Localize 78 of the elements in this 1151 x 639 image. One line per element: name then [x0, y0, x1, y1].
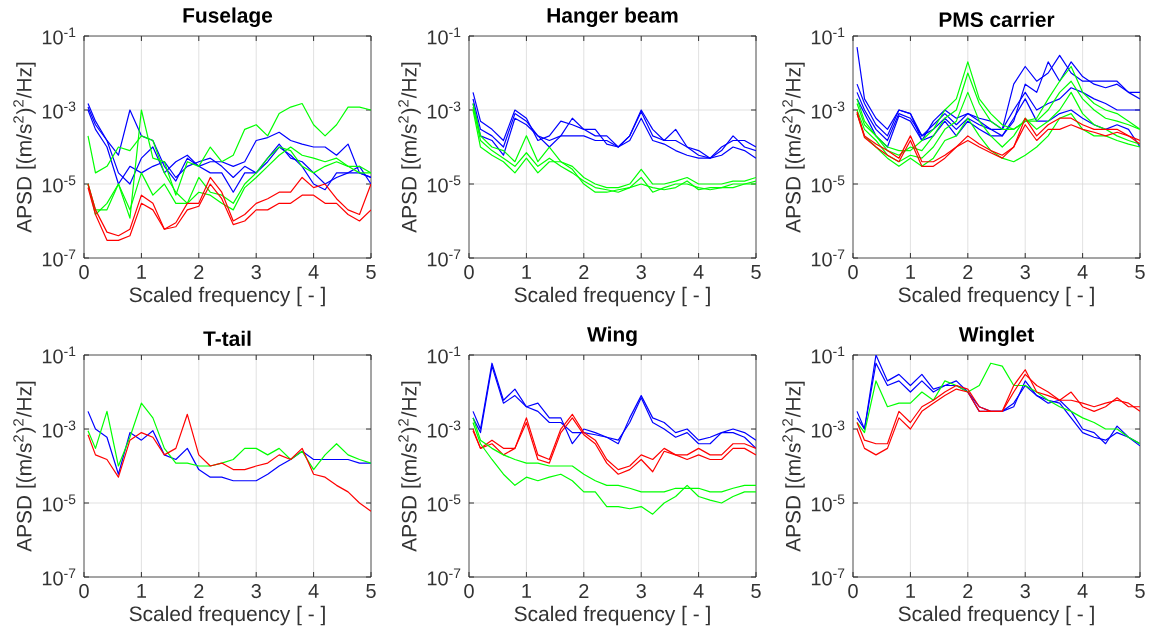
x-tick-label: 3 — [251, 584, 261, 599]
y-tick-label: 10$^{-1}$ — [811, 27, 845, 45]
x-tick-label: 3 — [1020, 584, 1030, 599]
x-tick-label: 5 — [366, 584, 376, 598]
x-axis-title: Scaled frequency [ - ] — [514, 286, 710, 307]
x-tick-label: 0 — [848, 265, 858, 280]
x-tick-label: 2 — [579, 584, 589, 598]
x-axis-title: Scaled frequency [ - ] — [514, 605, 710, 626]
y-tick-label: 10$^{-1}$ — [811, 346, 845, 364]
x-tick-label: 2 — [194, 265, 204, 279]
x-tick-label: 3 — [1020, 265, 1030, 280]
x-tick-label: 1 — [522, 584, 531, 598]
x-tick-label: 0 — [79, 584, 89, 599]
x-tick-label: 2 — [579, 265, 589, 279]
x-tick-label: 4 — [308, 265, 319, 279]
x-tick-label: 0 — [464, 265, 474, 280]
x-tick-label: 3 — [636, 584, 646, 599]
y-tick-label: 10$^{-7}$ — [427, 249, 461, 267]
x-tick-label: 1 — [522, 265, 531, 279]
y-axis-title: APSD [(m/s$^{2}$)$^{2}$/Hz] — [13, 62, 36, 233]
y-tick-label: 10$^{-3}$ — [427, 101, 461, 119]
y-tick-label: 10$^{-5}$ — [811, 175, 845, 193]
y-tick-label: 10$^{-3}$ — [811, 420, 845, 438]
x-tick-label: 5 — [366, 265, 376, 279]
y-tick-label: 10$^{-3}$ — [42, 420, 76, 438]
chart-title: PMS carrier — [939, 11, 1055, 28]
x-tick-label: 1 — [137, 584, 146, 598]
y-tick-label: 10$^{-1}$ — [427, 346, 461, 364]
x-tick-label: 5 — [751, 584, 761, 598]
y-axis-title: APSD [(m/s$^{2}$)$^{2}$/Hz] — [782, 62, 805, 233]
chart-title: Fuselage — [183, 7, 273, 28]
x-axis-title: Scaled frequency [ - ] — [898, 605, 1094, 626]
x-tick-label: 2 — [963, 584, 973, 598]
y-tick-label: 10$^{-7}$ — [42, 249, 76, 267]
y-tick-label: 10$^{-7}$ — [42, 568, 76, 586]
y-tick-label: 10$^{-1}$ — [42, 346, 76, 364]
x-tick-label: 4 — [308, 584, 319, 598]
x-tick-label: 5 — [751, 265, 761, 279]
x-tick-label: 2 — [963, 265, 973, 279]
y-tick-label: 10$^{-5}$ — [427, 494, 461, 512]
x-tick-label: 4 — [693, 584, 704, 598]
x-tick-label: 2 — [194, 584, 204, 598]
y-tick-label: 10$^{-1}$ — [427, 27, 461, 45]
y-axis-title: APSD [(m/s$^{2}$)$^{2}$/Hz] — [398, 381, 421, 552]
x-tick-label: 1 — [906, 265, 915, 279]
x-tick-label: 3 — [636, 265, 646, 280]
y-tick-label: 10$^{-3}$ — [811, 101, 845, 119]
chart-title: Hanger beam — [547, 7, 678, 28]
chart-title: T-tail — [203, 330, 251, 347]
y-tick-label: 10$^{-5}$ — [42, 494, 76, 512]
y-tick-label: 10$^{-5}$ — [811, 494, 845, 512]
y-tick-label: 10$^{-7}$ — [811, 568, 845, 586]
x-tick-label: 4 — [1077, 584, 1088, 598]
y-axis-title: APSD [(m/s$^{2}$)$^{2}$/Hz] — [398, 62, 421, 233]
y-tick-label: 10$^{-1}$ — [42, 27, 76, 45]
y-tick-label: 10$^{-3}$ — [427, 420, 461, 438]
x-tick-label: 1 — [137, 265, 146, 279]
y-tick-label: 10$^{-5}$ — [42, 175, 76, 193]
x-tick-label: 5 — [1135, 265, 1145, 279]
x-tick-label: 0 — [848, 584, 858, 599]
x-tick-label: 4 — [693, 265, 704, 279]
y-axis-title: APSD [(m/s$^{2}$)$^{2}$/Hz] — [13, 381, 36, 552]
x-axis-title: Scaled frequency [ - ] — [129, 286, 325, 307]
x-tick-label: 5 — [1135, 584, 1145, 598]
y-tick-label: 10$^{-3}$ — [42, 101, 76, 119]
x-tick-label: 0 — [79, 265, 89, 280]
x-tick-label: 4 — [1077, 265, 1088, 279]
x-tick-label: 3 — [251, 265, 261, 280]
x-axis-title: Scaled frequency [ - ] — [898, 286, 1094, 307]
y-axis-title: APSD [(m/s$^{2}$)$^{2}$/Hz] — [782, 381, 805, 552]
y-tick-label: 10$^{-7}$ — [427, 568, 461, 586]
x-tick-label: 0 — [464, 584, 474, 599]
y-tick-label: 10$^{-7}$ — [811, 249, 845, 267]
y-tick-label: 10$^{-5}$ — [427, 175, 461, 193]
chart-title: Wing — [587, 326, 637, 347]
x-axis-title: Scaled frequency [ - ] — [129, 605, 325, 626]
x-tick-label: 1 — [906, 584, 915, 598]
chart-title: Winglet — [958, 326, 1034, 347]
